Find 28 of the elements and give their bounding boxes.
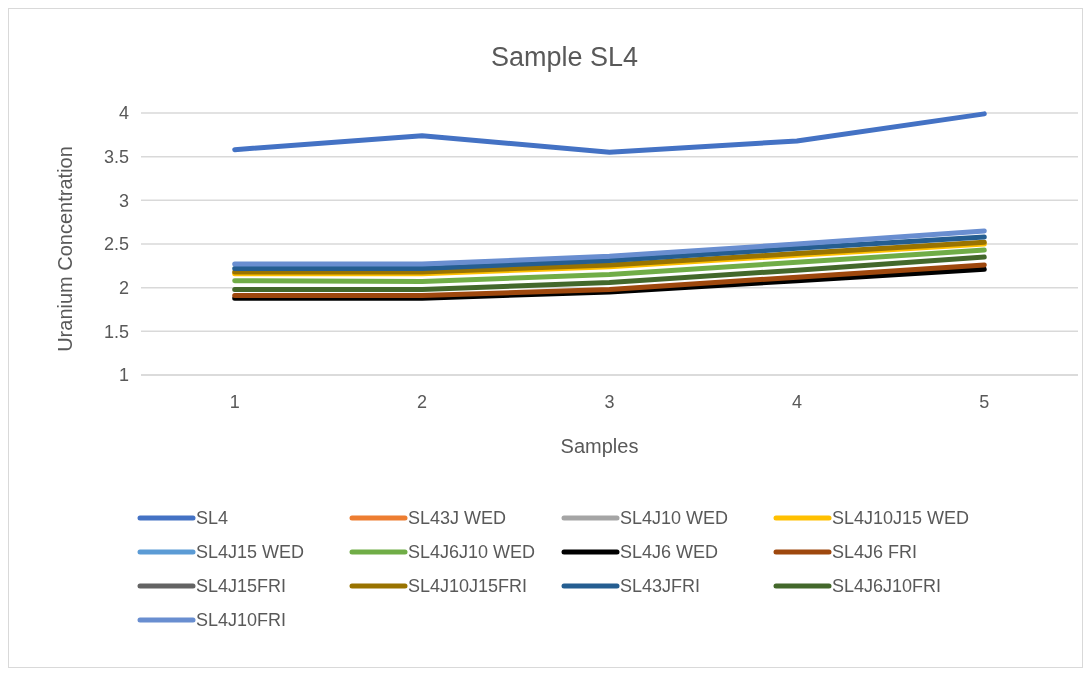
x-axis-title: Samples (560, 435, 639, 457)
legend-label: SL4J6 FRI (832, 542, 918, 563)
legend-label: SL4J10J15 WED (832, 508, 970, 529)
y-tick-label: 3 (118, 190, 129, 211)
y-tick-label: 2.5 (103, 234, 129, 255)
legend-label: SL43J WED (408, 508, 507, 529)
y-tick-label: 2 (118, 277, 129, 298)
legend-label: SL4J10 WED (620, 508, 729, 529)
legend-label: SL4J15 WED (196, 542, 305, 563)
y-tick-label: 1.5 (103, 321, 129, 342)
legend-label: SL4J6J10FRI (832, 576, 942, 597)
y-tick-label: 1 (118, 365, 129, 386)
y-axis-title: Uranium Concentration (54, 146, 76, 352)
y-tick-label: 3.5 (103, 146, 129, 167)
legend-label: SL43JFRI (620, 576, 701, 597)
legend-label: SL4J6J10 WED (408, 542, 536, 563)
x-tick-label: 5 (979, 392, 990, 412)
x-tick-label: 4 (791, 392, 802, 412)
legend-label: SL4J6 WED (620, 542, 719, 563)
legend-label: SL4J10J15FRI (408, 576, 528, 597)
legend-label: SL4J10FRI (196, 610, 287, 631)
legend-label: SL4 (196, 508, 229, 529)
y-tick-label: 4 (118, 103, 129, 124)
x-tick-label: 2 (417, 392, 428, 412)
x-tick-label: 1 (229, 392, 240, 412)
x-tick-label: 3 (604, 392, 615, 412)
chart-title: Sample SL4 (490, 42, 639, 72)
legend-label: SL4J15FRI (196, 576, 287, 597)
